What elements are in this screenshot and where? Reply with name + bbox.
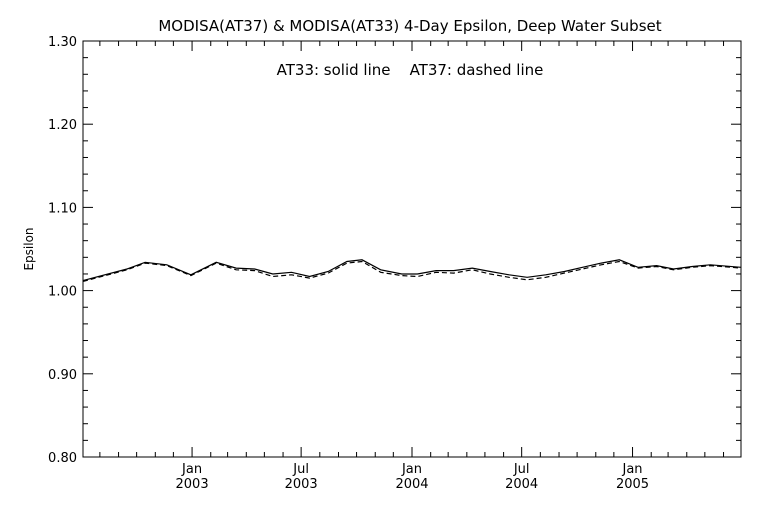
- y-tick-label: 0.90: [48, 368, 77, 383]
- x-tick-label-month: Jan: [181, 462, 202, 477]
- plot-frame: [82, 40, 742, 458]
- y-tick-label: 1.30: [48, 35, 77, 50]
- x-tick-label-month: Jan: [622, 462, 643, 477]
- series-line-at33: [82, 259, 742, 282]
- x-tick-label-month: Jul: [513, 462, 530, 477]
- y-tick-label: 1.00: [48, 285, 77, 300]
- y-axis-label: Epsilon: [22, 227, 36, 270]
- chart-title: MODISA(AT37) & MODISA(AT33) 4-Day Epsilo…: [158, 17, 661, 35]
- x-tick-label-year: 2003: [285, 477, 318, 492]
- y-tick-label: 1.10: [48, 201, 77, 216]
- x-tick-label-year: 2004: [395, 477, 428, 492]
- series-line-at37: [82, 260, 742, 282]
- x-tick-label-year: 2003: [176, 477, 209, 492]
- y-tick-label: 1.20: [48, 118, 77, 133]
- series-style-annotation: AT33: solid line AT37: dashed line: [277, 61, 544, 79]
- y-axis: 0.80 0.90 1.00 1.10 1.20 1.30: [48, 35, 741, 466]
- y-tick-label: 0.80: [48, 451, 77, 466]
- series-lines: [82, 259, 742, 282]
- x-tick-label-year: 2004: [505, 477, 538, 492]
- x-tick-label-month: Jul: [292, 462, 309, 477]
- x-tick-label-month: Jan: [401, 462, 422, 477]
- x-tick-label-year: 2005: [616, 477, 649, 492]
